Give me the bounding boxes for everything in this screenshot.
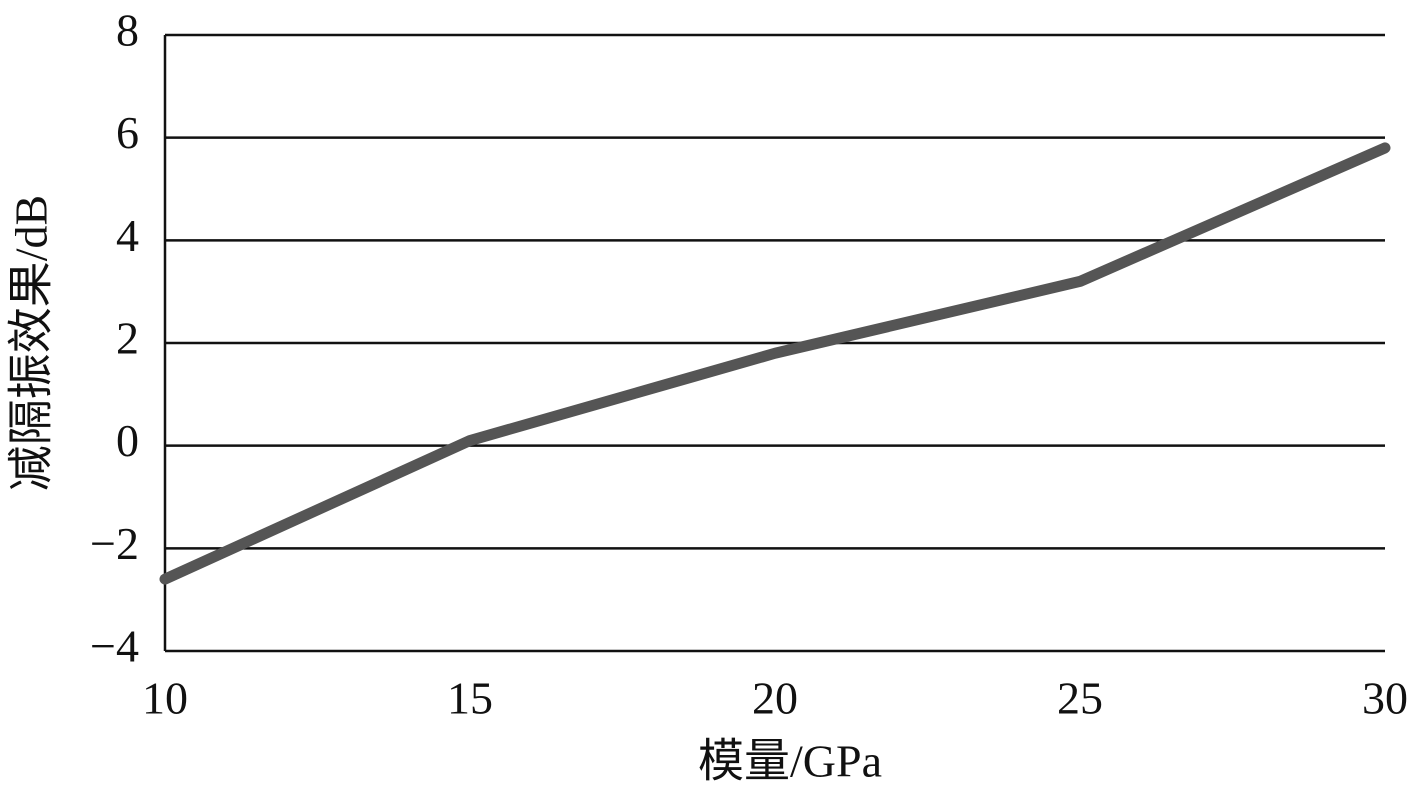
x-tick-label: 15 <box>447 673 493 724</box>
y-tick-label: 0 <box>116 415 139 466</box>
y-tick-label: −4 <box>90 621 139 672</box>
y-tick-label: 4 <box>116 210 139 261</box>
y-tick-label: −2 <box>90 518 139 569</box>
y-tick-label: 8 <box>116 5 139 56</box>
x-tick-label: 20 <box>752 673 798 724</box>
x-tick-label: 30 <box>1362 673 1408 724</box>
y-tick-label: 6 <box>116 107 139 158</box>
data-line <box>159 142 1391 585</box>
x-axis-label: 模量/GPa <box>698 736 882 787</box>
x-tick-label: 25 <box>1057 673 1103 724</box>
y-axis-label: 减隔振效果/dB <box>6 195 57 491</box>
x-tick-label: 10 <box>142 673 188 724</box>
y-tick-label: 2 <box>116 313 139 364</box>
